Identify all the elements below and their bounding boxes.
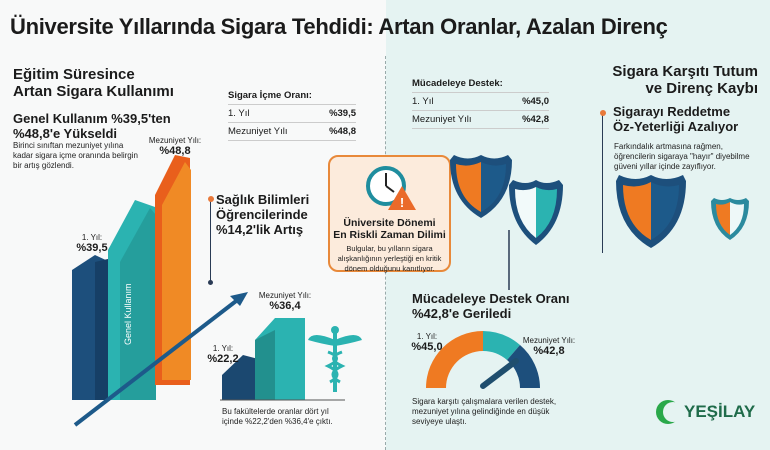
gauge-needle: [480, 358, 519, 389]
row-label: 1. Yıl: [412, 92, 507, 111]
label-text: 1. Yıl:: [416, 332, 438, 341]
risk-period-card: ! Üniversite Dönemi En Riskli Zaman Dili…: [328, 155, 451, 273]
label-value: %22,2: [207, 353, 239, 365]
label-text: Mezuniyet Yılı:: [522, 336, 576, 345]
health-caption: Bu fakültelerde oranlar dört yıl içinde …: [222, 407, 333, 426]
shield-icon: [711, 198, 749, 240]
connector-dot: [600, 110, 606, 116]
health-heading-line: %14,2'lik Artış: [216, 222, 304, 237]
table-row: 1. Yıl %39,5: [228, 104, 356, 123]
caduceus-icon: [308, 326, 362, 392]
gauge-heading-line: Mücadeleye Destek Oranı: [412, 291, 570, 306]
row-label: 1. Yıl: [228, 104, 317, 123]
logo-text: YEŞİLAY: [684, 402, 756, 421]
health-grad-label: Mezuniyet Yılı: %36,4: [250, 291, 320, 312]
left-heading-line1: Eğitim Süresince: [13, 66, 135, 83]
support-table-title: Mücadeleye Destek:: [412, 78, 503, 89]
risk-card-desc: Bulgular, bu yılların sigara alışkanlığı…: [337, 244, 442, 273]
shield-icon: [616, 175, 686, 248]
gauge-orange-segment: [426, 331, 483, 388]
risk-card-title-line: Üniversite Dönemi: [343, 217, 436, 229]
connector-dot: [208, 196, 214, 202]
efficacy-heading-line: Sigarayı Reddetme: [613, 104, 731, 119]
first-year-bar-side: [95, 258, 112, 400]
gauge-heading: Mücadeleye Destek Oranı %42,8'e Geriledi: [412, 291, 570, 321]
general-use-line2: %48,8'e Yükseldi: [13, 126, 118, 141]
left-heading: Eğitim Süresince Artan Sigara Kullanımı: [13, 66, 174, 100]
yesilay-logo: YEŞİLAY: [655, 399, 755, 425]
table-row: Mezuniyet Yılı %48,8: [228, 122, 356, 141]
first-year-label: 1. Yıl: %39,5: [72, 233, 112, 254]
row-value: %39,5: [316, 104, 356, 123]
label-value: %48,8: [159, 145, 191, 157]
general-use-line1: Genel Kullanım %39,5'ten: [13, 111, 171, 126]
label-value: %42,8: [533, 345, 565, 357]
label-value: %39,5: [76, 242, 108, 254]
row-value: %45,0: [506, 92, 549, 111]
gauge-teal-segment: [483, 331, 520, 360]
gauge-grad-label: Mezuniyet Yılı: %42,8: [520, 336, 578, 357]
clock-warning-icon: !: [365, 166, 416, 210]
row-value: %42,8: [506, 110, 549, 129]
table-row: Mezuniyet Yılı %42,8: [412, 110, 549, 129]
health-heading-line: Öğrencilerinde: [216, 207, 308, 222]
gauge-first-label: 1. Yıl: %45,0: [407, 332, 447, 353]
general-use-bar-face: [120, 208, 156, 400]
trend-arrow-head: [230, 292, 248, 306]
health-heading: Sağlık Bilimleri Öğrencilerinde %14,2'li…: [216, 192, 309, 237]
connector-dot: [208, 280, 213, 285]
label-text: 1. Yıl:: [81, 233, 103, 242]
health-first-label: 1. Yıl: %22,2: [203, 344, 243, 365]
efficacy-desc: Farkındalık artmasına rağmen, öğrenciler…: [614, 142, 750, 171]
health-grad-bar-side: [255, 330, 275, 400]
efficacy-heading-line: Öz-Yeterliği Azalıyor: [613, 119, 739, 134]
graduation-bar-face: [162, 162, 191, 380]
right-heading-line2: ve Direnç Kaybı: [645, 80, 758, 97]
label-text: Mezuniyet Yılı:: [258, 291, 312, 300]
label-text: Mezuniyet Yılı:: [148, 136, 202, 145]
row-value: %48,8: [316, 122, 356, 141]
gauge-desc: Sigara karşıtı çalışmalara verilen deste…: [412, 397, 557, 426]
efficacy-heading: Sigarayı Reddetme Öz-Yeterliği Azalıyor: [613, 104, 738, 134]
shield-icon: [509, 180, 563, 245]
right-heading-line1: Sigara Karşıtı Tutum: [612, 63, 758, 80]
trend-arrow: [73, 296, 242, 427]
gauge-navy-segment: [507, 345, 540, 388]
smoking-rate-table-title: Sigara İçme Oranı:: [228, 90, 312, 101]
svg-text:!: !: [399, 195, 403, 210]
risk-card-title: Üniversite Dönemi En Riskli Zaman Dilimi: [330, 217, 449, 241]
graduation-label: Mezuniyet Yılı: %48,8: [140, 136, 210, 157]
efficacy-connector: [602, 113, 603, 253]
general-use-heading: Genel Kullanım %39,5'ten %48,8'e Yükseld…: [13, 111, 171, 141]
general-use-desc: Birinci sınıftan mezuniyet yılına kadar …: [13, 141, 138, 170]
crescent-icon: [656, 400, 681, 424]
health-heading-line: Sağlık Bilimleri: [216, 192, 310, 207]
health-connector: [210, 199, 211, 283]
row-label: Mezuniyet Yılı: [228, 122, 317, 141]
right-heading: Sigara Karşıtı Tutum ve Direnç Kaybı: [612, 63, 758, 97]
page-title: Üniversite Yıllarında Sigara Tehdidi: Ar…: [10, 14, 668, 39]
table-row: 1. Yıl %45,0: [412, 92, 549, 111]
label-value: %36,4: [269, 300, 301, 312]
label-text: 1. Yıl:: [212, 344, 234, 353]
general-use-bars: [72, 155, 362, 427]
risk-card-title-line: En Riskli Zaman Dilimi: [333, 229, 446, 241]
left-heading-line2: Artan Sigara Kullanımı: [13, 83, 174, 100]
smoking-rate-table: Sigara İçme Oranı: 1. Yıl %39,5 Mezuniyet…: [228, 90, 356, 141]
label-value: %45,0: [411, 341, 443, 353]
shields-illustration: [450, 155, 749, 290]
gauge-heading-line: %42,8'e Geriledi: [412, 306, 512, 321]
support-gauge: [426, 331, 540, 389]
shield-icon: [450, 155, 512, 218]
bar-text-general-use: Genel Kullanım: [123, 283, 133, 345]
support-table: Mücadeleye Destek: 1. Yıl %45,0 Mezuniyet…: [412, 78, 549, 129]
row-label: Mezuniyet Yılı: [412, 110, 507, 129]
